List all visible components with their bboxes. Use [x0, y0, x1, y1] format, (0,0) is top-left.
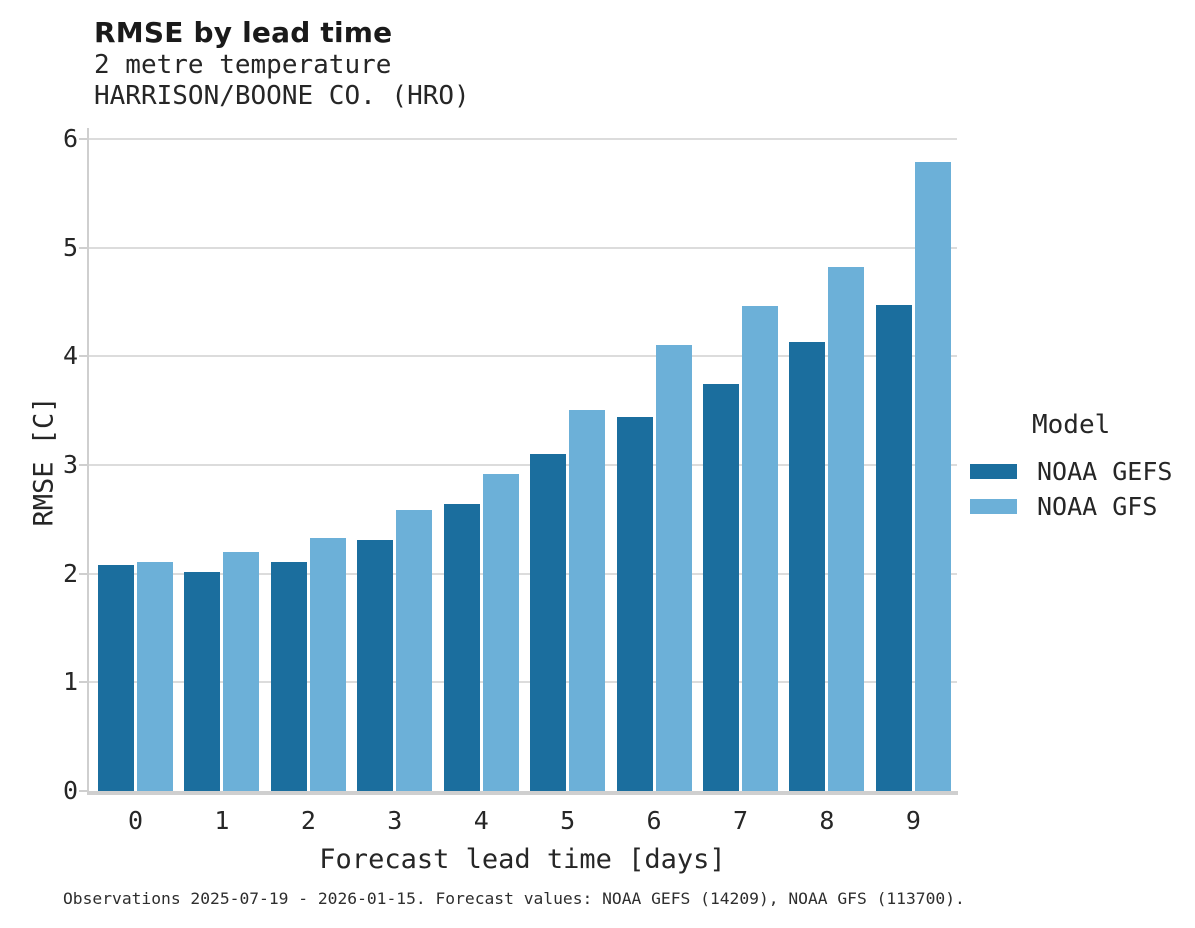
- legend-title: Model: [1032, 410, 1111, 440]
- x-tick-label-3: 3: [387, 806, 403, 835]
- bar-noaa-gefs-day-6: [616, 417, 653, 791]
- bar-noaa-gfs-day-5: [569, 409, 606, 791]
- bar-noaa-gefs-day-0: [98, 564, 134, 791]
- y-axis-spine: [87, 128, 89, 793]
- x-tick-label-7: 7: [732, 806, 749, 835]
- y-tick-label-6: 6: [62, 124, 78, 153]
- bar-noaa-gfs-day-0: [137, 561, 173, 791]
- bar-noaa-gfs-day-9: [914, 161, 951, 791]
- y-tick-mark-3: [79, 464, 87, 466]
- chart-title: RMSE by lead time: [94, 16, 393, 49]
- y-tick-mark-2: [79, 572, 87, 575]
- chart-subtitle: 2 metre temperature HARRISON/BOONE CO. (…: [94, 50, 470, 112]
- legend-item-noaa-gefs: NOAA GEFS: [970, 454, 1195, 489]
- y-tick-label-3: 3: [62, 450, 78, 479]
- gridline-y-2: [88, 572, 957, 575]
- x-axis-title: Forecast lead time [days]: [319, 844, 726, 875]
- y-tick-label-1: 1: [62, 667, 78, 697]
- bar-noaa-gefs-day-2: [270, 561, 307, 791]
- x-tick-label-1: 1: [214, 806, 230, 835]
- legend-label: NOAA GFS: [1037, 492, 1158, 521]
- y-tick-label-2: 2: [62, 558, 78, 588]
- x-tick-label-2: 2: [300, 806, 316, 835]
- x-tick-label-9: 9: [905, 806, 921, 835]
- legend-items: NOAA GEFS NOAA GFS: [970, 454, 1195, 524]
- x-tick-label-6: 6: [646, 806, 662, 835]
- bar-noaa-gfs-day-6: [655, 345, 692, 791]
- legend-swatch-icon: [970, 499, 1017, 514]
- bar-noaa-gefs-day-5: [530, 454, 567, 791]
- y-tick-mark-6: [79, 138, 87, 140]
- caption: Observations 2025-07-19 - 2026-01-15. Fo…: [63, 889, 965, 908]
- gridline-y-1: [88, 681, 957, 684]
- bar-noaa-gefs-day-7: [703, 383, 739, 791]
- plot-panel: 0 1 2 3 4 5 6: [63, 126, 957, 803]
- x-tick-labels: 0 1 2 3 4 5 6 7 8 9: [88, 806, 957, 836]
- subtitle-line-1: 2 metre temperature: [94, 50, 392, 80]
- x-tick-label-8: 8: [819, 806, 835, 835]
- legend: Model NOAA GEFS NOAA GFS: [970, 410, 1195, 524]
- bar-noaa-gfs-day-3: [396, 509, 433, 791]
- gridline-y-6: [88, 138, 957, 140]
- bar-noaa-gefs-day-1: [184, 571, 221, 791]
- gridline-y-4: [88, 355, 957, 358]
- y-tick-mark-0: [79, 790, 87, 792]
- legend-label: NOAA GEFS: [1037, 457, 1173, 486]
- x-tick-label-4: 4: [473, 806, 489, 835]
- y-tick-label-5: 5: [62, 232, 78, 262]
- y-tick-label-0: 0: [62, 776, 78, 805]
- gridline-y-3: [88, 464, 957, 466]
- x-tick-label-0: 0: [127, 806, 144, 835]
- subtitle-line-2: HARRISON/BOONE CO. (HRO): [94, 81, 470, 111]
- bar-noaa-gfs-day-1: [223, 551, 260, 791]
- y-tick-label-4: 4: [62, 341, 78, 371]
- x-axis-spine: [87, 791, 958, 795]
- y-tick-mark-1: [79, 681, 87, 684]
- bar-noaa-gfs-day-8: [828, 267, 865, 791]
- y-tick-mark-4: [79, 355, 87, 358]
- bar-noaa-gefs-day-3: [357, 539, 394, 791]
- gridline-y-5: [88, 246, 957, 249]
- bar-noaa-gfs-day-2: [309, 537, 346, 791]
- x-tick-label-5: 5: [560, 806, 576, 835]
- bar-noaa-gefs-day-8: [789, 342, 826, 791]
- bar-noaa-gfs-day-4: [482, 473, 519, 791]
- legend-swatch-icon: [970, 464, 1017, 479]
- bar-noaa-gfs-day-7: [742, 306, 778, 791]
- bar-noaa-gefs-day-4: [443, 504, 480, 791]
- legend-item-noaa-gfs: NOAA GFS: [970, 489, 1195, 524]
- y-tick-mark-5: [79, 246, 87, 249]
- bar-noaa-gefs-day-9: [875, 305, 912, 791]
